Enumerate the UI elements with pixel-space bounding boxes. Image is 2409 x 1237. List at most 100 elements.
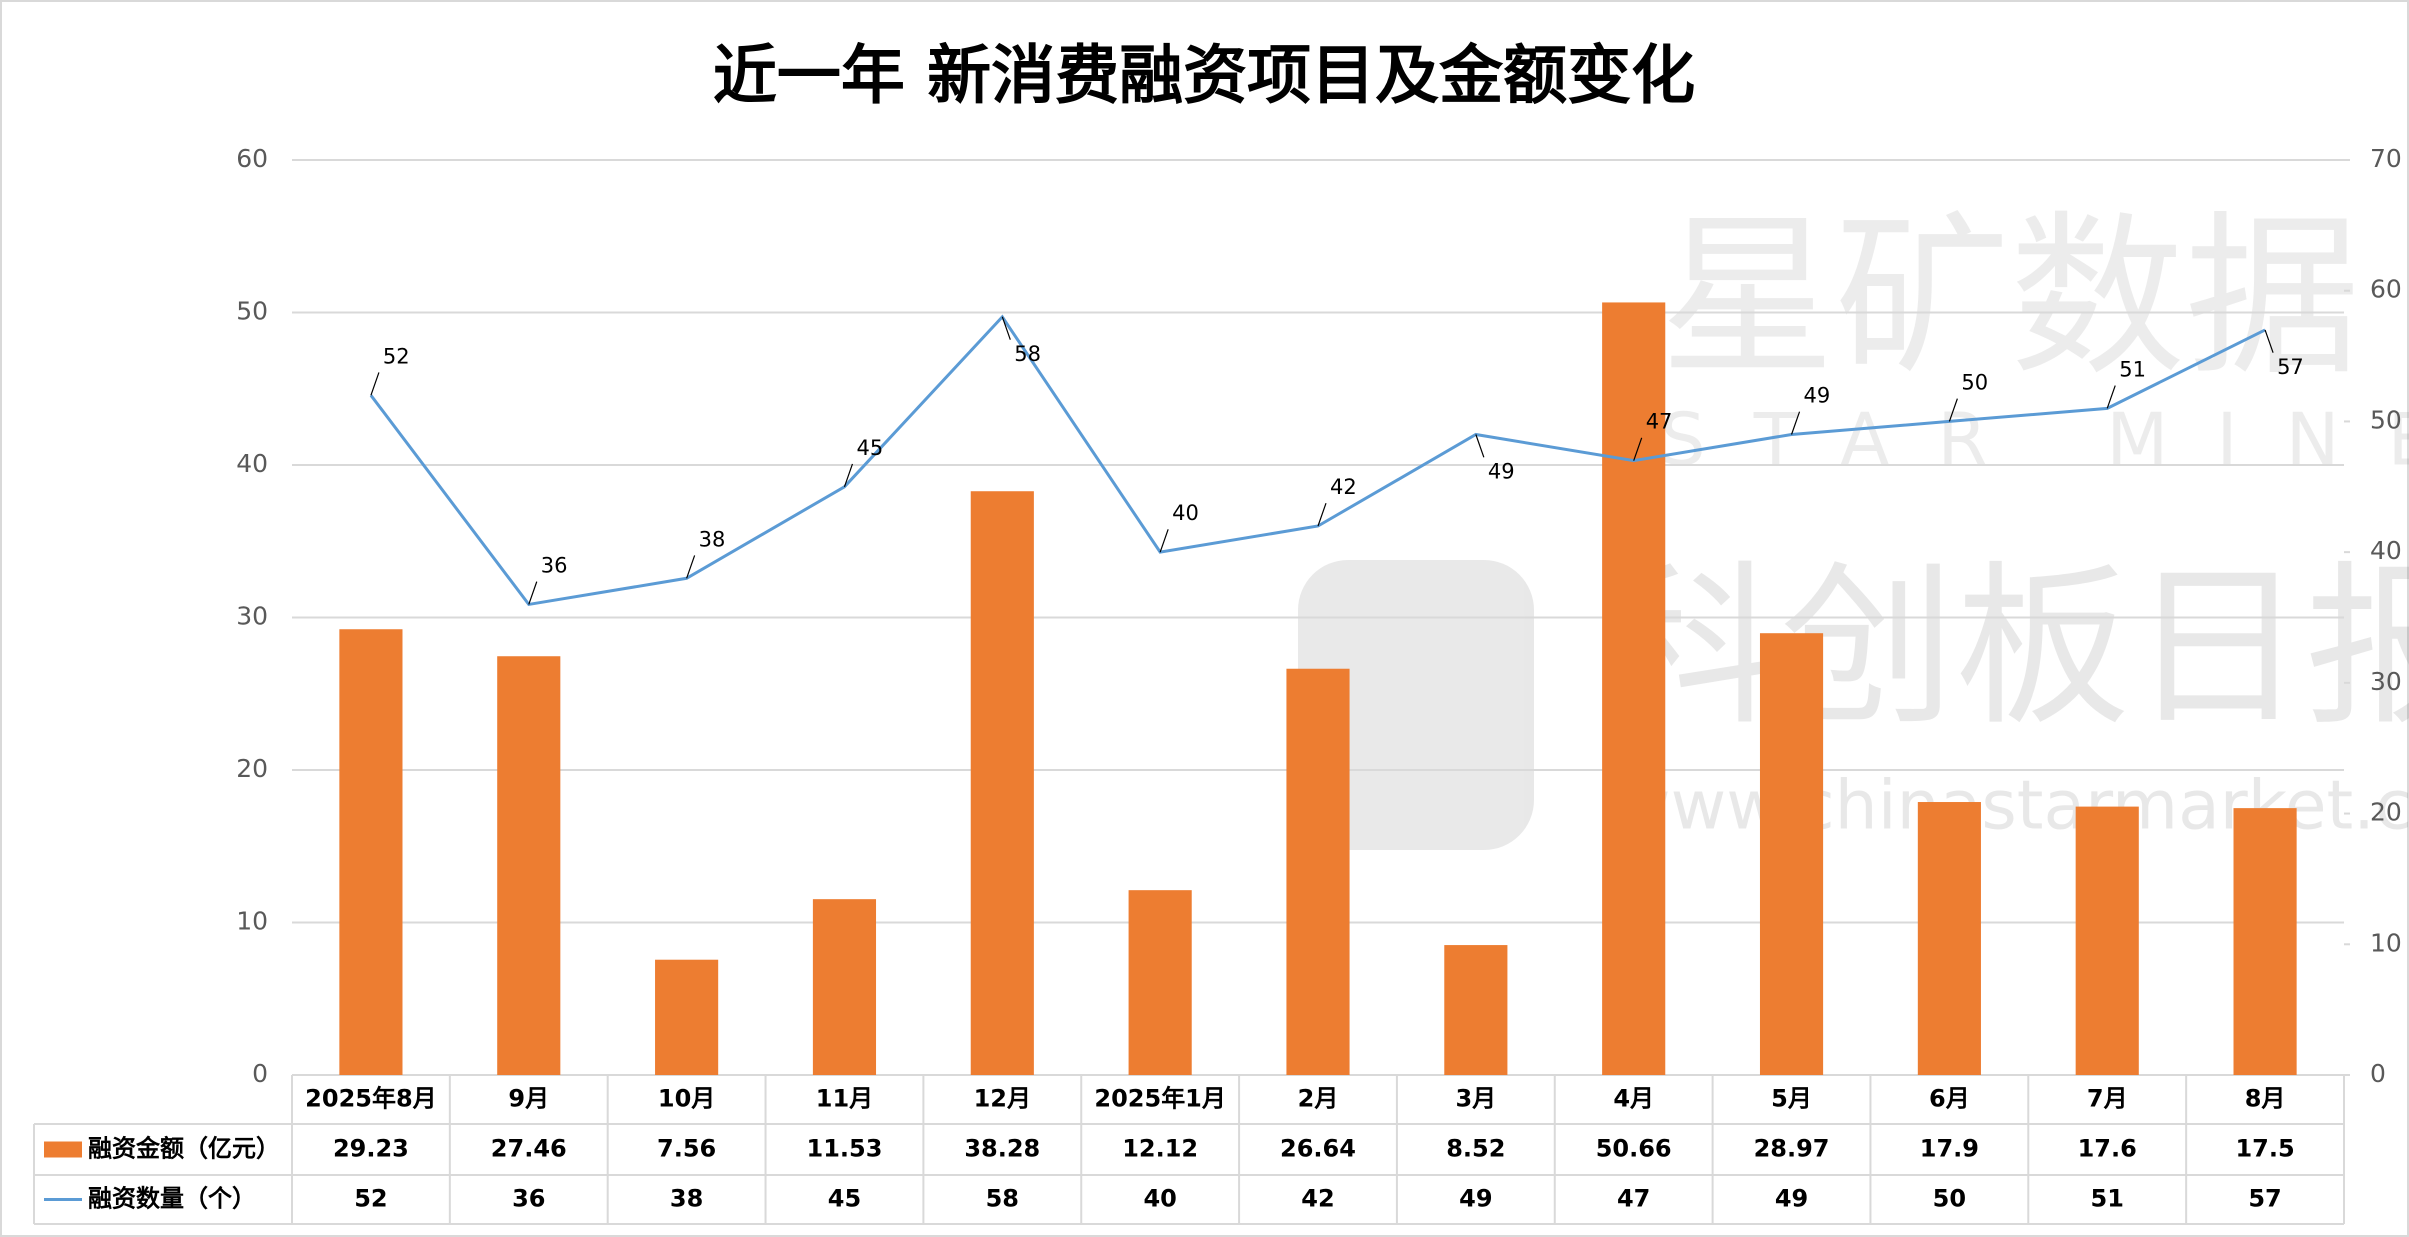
watermark-brand: 星矿数据: [1660, 197, 2360, 400]
y2-tick-label: 60: [2370, 275, 2402, 304]
y-tick-label: 10: [236, 907, 268, 936]
data-label-leader: [1317, 503, 1327, 527]
y-tick-label: 40: [236, 449, 268, 478]
table-value: 26.64: [1280, 1135, 1356, 1163]
data-label: 45: [856, 436, 883, 460]
table-value: 38: [670, 1185, 703, 1213]
table-value: 12.12: [1122, 1135, 1198, 1163]
y2-tick-label: 50: [2370, 405, 2402, 434]
y2-tick-label: 0: [2370, 1059, 2386, 1088]
bar: [970, 491, 1034, 1076]
bar: [1917, 802, 1981, 1075]
table-value: 50.66: [1596, 1135, 1672, 1163]
bar: [812, 899, 877, 1075]
table-value: 38.28: [964, 1135, 1040, 1163]
data-label: 52: [383, 344, 410, 368]
table-value: 49: [1775, 1185, 1808, 1213]
watermark-brand-en: STAR MINE: [1660, 398, 2409, 482]
bar: [1444, 945, 1508, 1075]
x-tick-label: 2025年1月: [1094, 1085, 1226, 1113]
data-label: 51: [2119, 357, 2146, 381]
data-label-leader: [1948, 398, 1958, 422]
data-label-leader: [1001, 316, 1011, 340]
data-label-leader: [2264, 329, 2274, 353]
y2-tick-label: 30: [2370, 667, 2402, 696]
y-tick-label: 30: [236, 602, 268, 631]
data-label: 58: [1014, 342, 1041, 366]
x-tick-label: 7月: [2087, 1085, 2128, 1113]
y2-tick-label: 40: [2370, 536, 2402, 565]
bar: [339, 629, 403, 1075]
bar: [1602, 302, 1666, 1075]
watermark-source: 科创板日报: [1605, 547, 2409, 750]
table-value: 7.56: [657, 1135, 716, 1163]
data-label: 50: [1961, 370, 1988, 394]
bar: [1759, 633, 1824, 1075]
data-label: 40: [1172, 501, 1199, 525]
x-tick-label: 11月: [816, 1085, 873, 1113]
data-label: 49: [1804, 384, 1831, 408]
data-label: 57: [2277, 355, 2304, 379]
y2-tick-label: 70: [2370, 144, 2402, 173]
bar: [655, 959, 719, 1075]
x-tick-label: 4月: [1613, 1085, 1654, 1113]
table-value: 57: [2248, 1185, 2281, 1213]
bar: [2233, 808, 2297, 1075]
data-label-leader: [686, 555, 696, 579]
x-tick-label: 2025年8月: [305, 1085, 437, 1113]
legend-swatch: [44, 1141, 82, 1158]
table-value: 58: [986, 1185, 1019, 1213]
data-label-leader: [2106, 385, 2116, 409]
y2-tick-label: 10: [2370, 928, 2402, 957]
y2-tick-label: 20: [2370, 798, 2402, 827]
watermark-logo: [1298, 560, 1534, 850]
data-label: 49: [1488, 460, 1515, 484]
table-value: 45: [828, 1185, 861, 1213]
table-value: 49: [1459, 1185, 1492, 1213]
table-value: 36: [512, 1185, 545, 1213]
table-value: 51: [2091, 1185, 2124, 1213]
table-value: 17.6: [2078, 1135, 2137, 1163]
data-label-leader: [1790, 411, 1801, 435]
table-value: 42: [1301, 1185, 1334, 1213]
legend-label: 融资金额（亿元）: [88, 1135, 280, 1163]
x-tick-label: 3月: [1455, 1085, 1496, 1113]
data-label-leader: [370, 372, 380, 396]
y-tick-label: 0: [252, 1059, 268, 1088]
data-label-leader: [1633, 437, 1643, 461]
data-label-leader: [528, 581, 538, 605]
table-value: 8.52: [1446, 1135, 1505, 1163]
bar: [497, 656, 561, 1075]
y-tick-label: 20: [236, 754, 268, 783]
x-tick-label: 12月: [974, 1085, 1031, 1113]
table-value: 17.5: [2235, 1135, 2294, 1163]
table-value: 27.46: [491, 1135, 567, 1163]
x-tick-label: 5月: [1771, 1085, 1812, 1113]
bar: [2075, 806, 2139, 1075]
y-tick-label: 50: [236, 297, 268, 326]
table-value: 17.9: [1920, 1135, 1979, 1163]
bar: [1286, 668, 1350, 1075]
data-label: 47: [1646, 410, 1673, 434]
x-tick-label: 10月: [658, 1085, 715, 1113]
table-value: 29.23: [333, 1135, 409, 1163]
data-label: 42: [1330, 475, 1357, 499]
x-tick-label: 8月: [2245, 1085, 2286, 1113]
data-label-leader: [1475, 434, 1485, 458]
watermark: 星矿数据 STAR MINE 科创板日报 www.chinastarmarket…: [1298, 197, 2409, 850]
data-label-leader: [843, 463, 854, 487]
data-label-leader: [1159, 529, 1169, 553]
legend-label: 融资数量（个）: [88, 1185, 256, 1213]
table-value: 52: [354, 1185, 387, 1213]
x-tick-label: 9月: [508, 1085, 549, 1113]
data-label: 36: [541, 553, 568, 577]
x-tick-label: 2月: [1298, 1085, 1339, 1113]
table-value: 40: [1143, 1185, 1176, 1213]
table-value: 28.97: [1754, 1135, 1830, 1163]
y-tick-label: 60: [236, 144, 268, 173]
table-value: 47: [1617, 1185, 1650, 1213]
data-label: 38: [699, 527, 726, 551]
bar: [1128, 890, 1192, 1075]
table-value: 50: [1933, 1185, 1966, 1213]
